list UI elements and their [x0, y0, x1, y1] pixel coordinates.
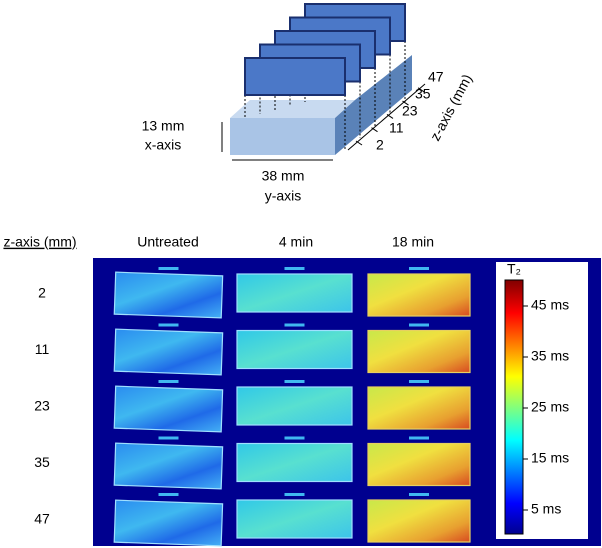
row-label: 11	[35, 341, 50, 357]
specimen-diagram	[221, 3, 426, 161]
sample-marker	[284, 323, 305, 327]
colorbar-tick-label: 45 ms	[531, 297, 569, 313]
sample-marker	[158, 267, 179, 270]
mri-slice	[113, 271, 224, 319]
mri-slice	[236, 442, 353, 483]
slice-tick	[402, 100, 409, 106]
mri-slice	[236, 273, 353, 313]
mri-slice	[113, 499, 224, 547]
sample-marker	[158, 493, 179, 496]
mri-slice	[367, 499, 471, 543]
sample-marker	[409, 323, 429, 327]
slice	[244, 57, 346, 96]
sample-marker	[284, 380, 305, 383]
column-header: 4 min	[279, 234, 313, 250]
mri-slice	[367, 329, 471, 374]
colorbar-tick-label: 35 ms	[531, 348, 569, 364]
mri-slice	[113, 442, 224, 490]
slice-tick	[386, 113, 394, 119]
block-top	[230, 100, 355, 118]
height-axis: x-axis	[145, 137, 182, 153]
sample-marker	[409, 493, 429, 496]
sample-marker	[409, 267, 429, 270]
slice-tick	[417, 87, 425, 93]
slice-label: 23	[402, 103, 418, 119]
sample-marker	[158, 436, 179, 440]
mri-slice	[367, 386, 471, 430]
sample-marker	[409, 380, 429, 383]
sample-marker	[284, 436, 305, 440]
column-header: Untreated	[137, 234, 198, 250]
slice-label: 2	[376, 137, 384, 153]
height-label: 13 mm	[142, 118, 185, 134]
sample-marker	[409, 436, 429, 440]
slice-tick	[371, 127, 378, 133]
sample-marker	[284, 267, 305, 270]
mri-slice	[236, 329, 353, 370]
mri-slice	[367, 273, 471, 317]
slice-label: 11	[389, 120, 404, 136]
row-label: 2	[38, 285, 46, 301]
colorbar-tick-label: 5 ms	[531, 501, 561, 517]
row-label: 23	[34, 398, 50, 414]
row-label: 47	[34, 511, 50, 527]
mri-slice	[113, 385, 224, 433]
slice-tick	[355, 140, 363, 146]
block-side	[335, 55, 412, 155]
row-label: 35	[34, 454, 50, 470]
colorbar-title: T₂	[507, 261, 521, 277]
colorbar-tick-label: 15 ms	[531, 450, 569, 466]
slice-label: 47	[428, 69, 444, 85]
mri-slice	[113, 328, 224, 376]
sample-marker	[158, 380, 179, 383]
width-label: 38 mm	[262, 168, 305, 184]
width-axis: y-axis	[265, 188, 302, 204]
slice-label: 35	[415, 86, 431, 102]
mri-slice	[236, 386, 353, 426]
depth-bracket	[347, 83, 426, 151]
mri-slice	[236, 499, 353, 539]
column-header: 18 min	[392, 234, 434, 250]
sample-marker	[158, 323, 179, 327]
block-front	[230, 118, 335, 155]
mri-slice	[367, 442, 471, 487]
sample-marker	[284, 493, 305, 496]
row-header: z-axis (mm)	[3, 234, 76, 250]
colorbar	[504, 279, 524, 535]
colorbar-tick-label: 25 ms	[531, 399, 569, 415]
